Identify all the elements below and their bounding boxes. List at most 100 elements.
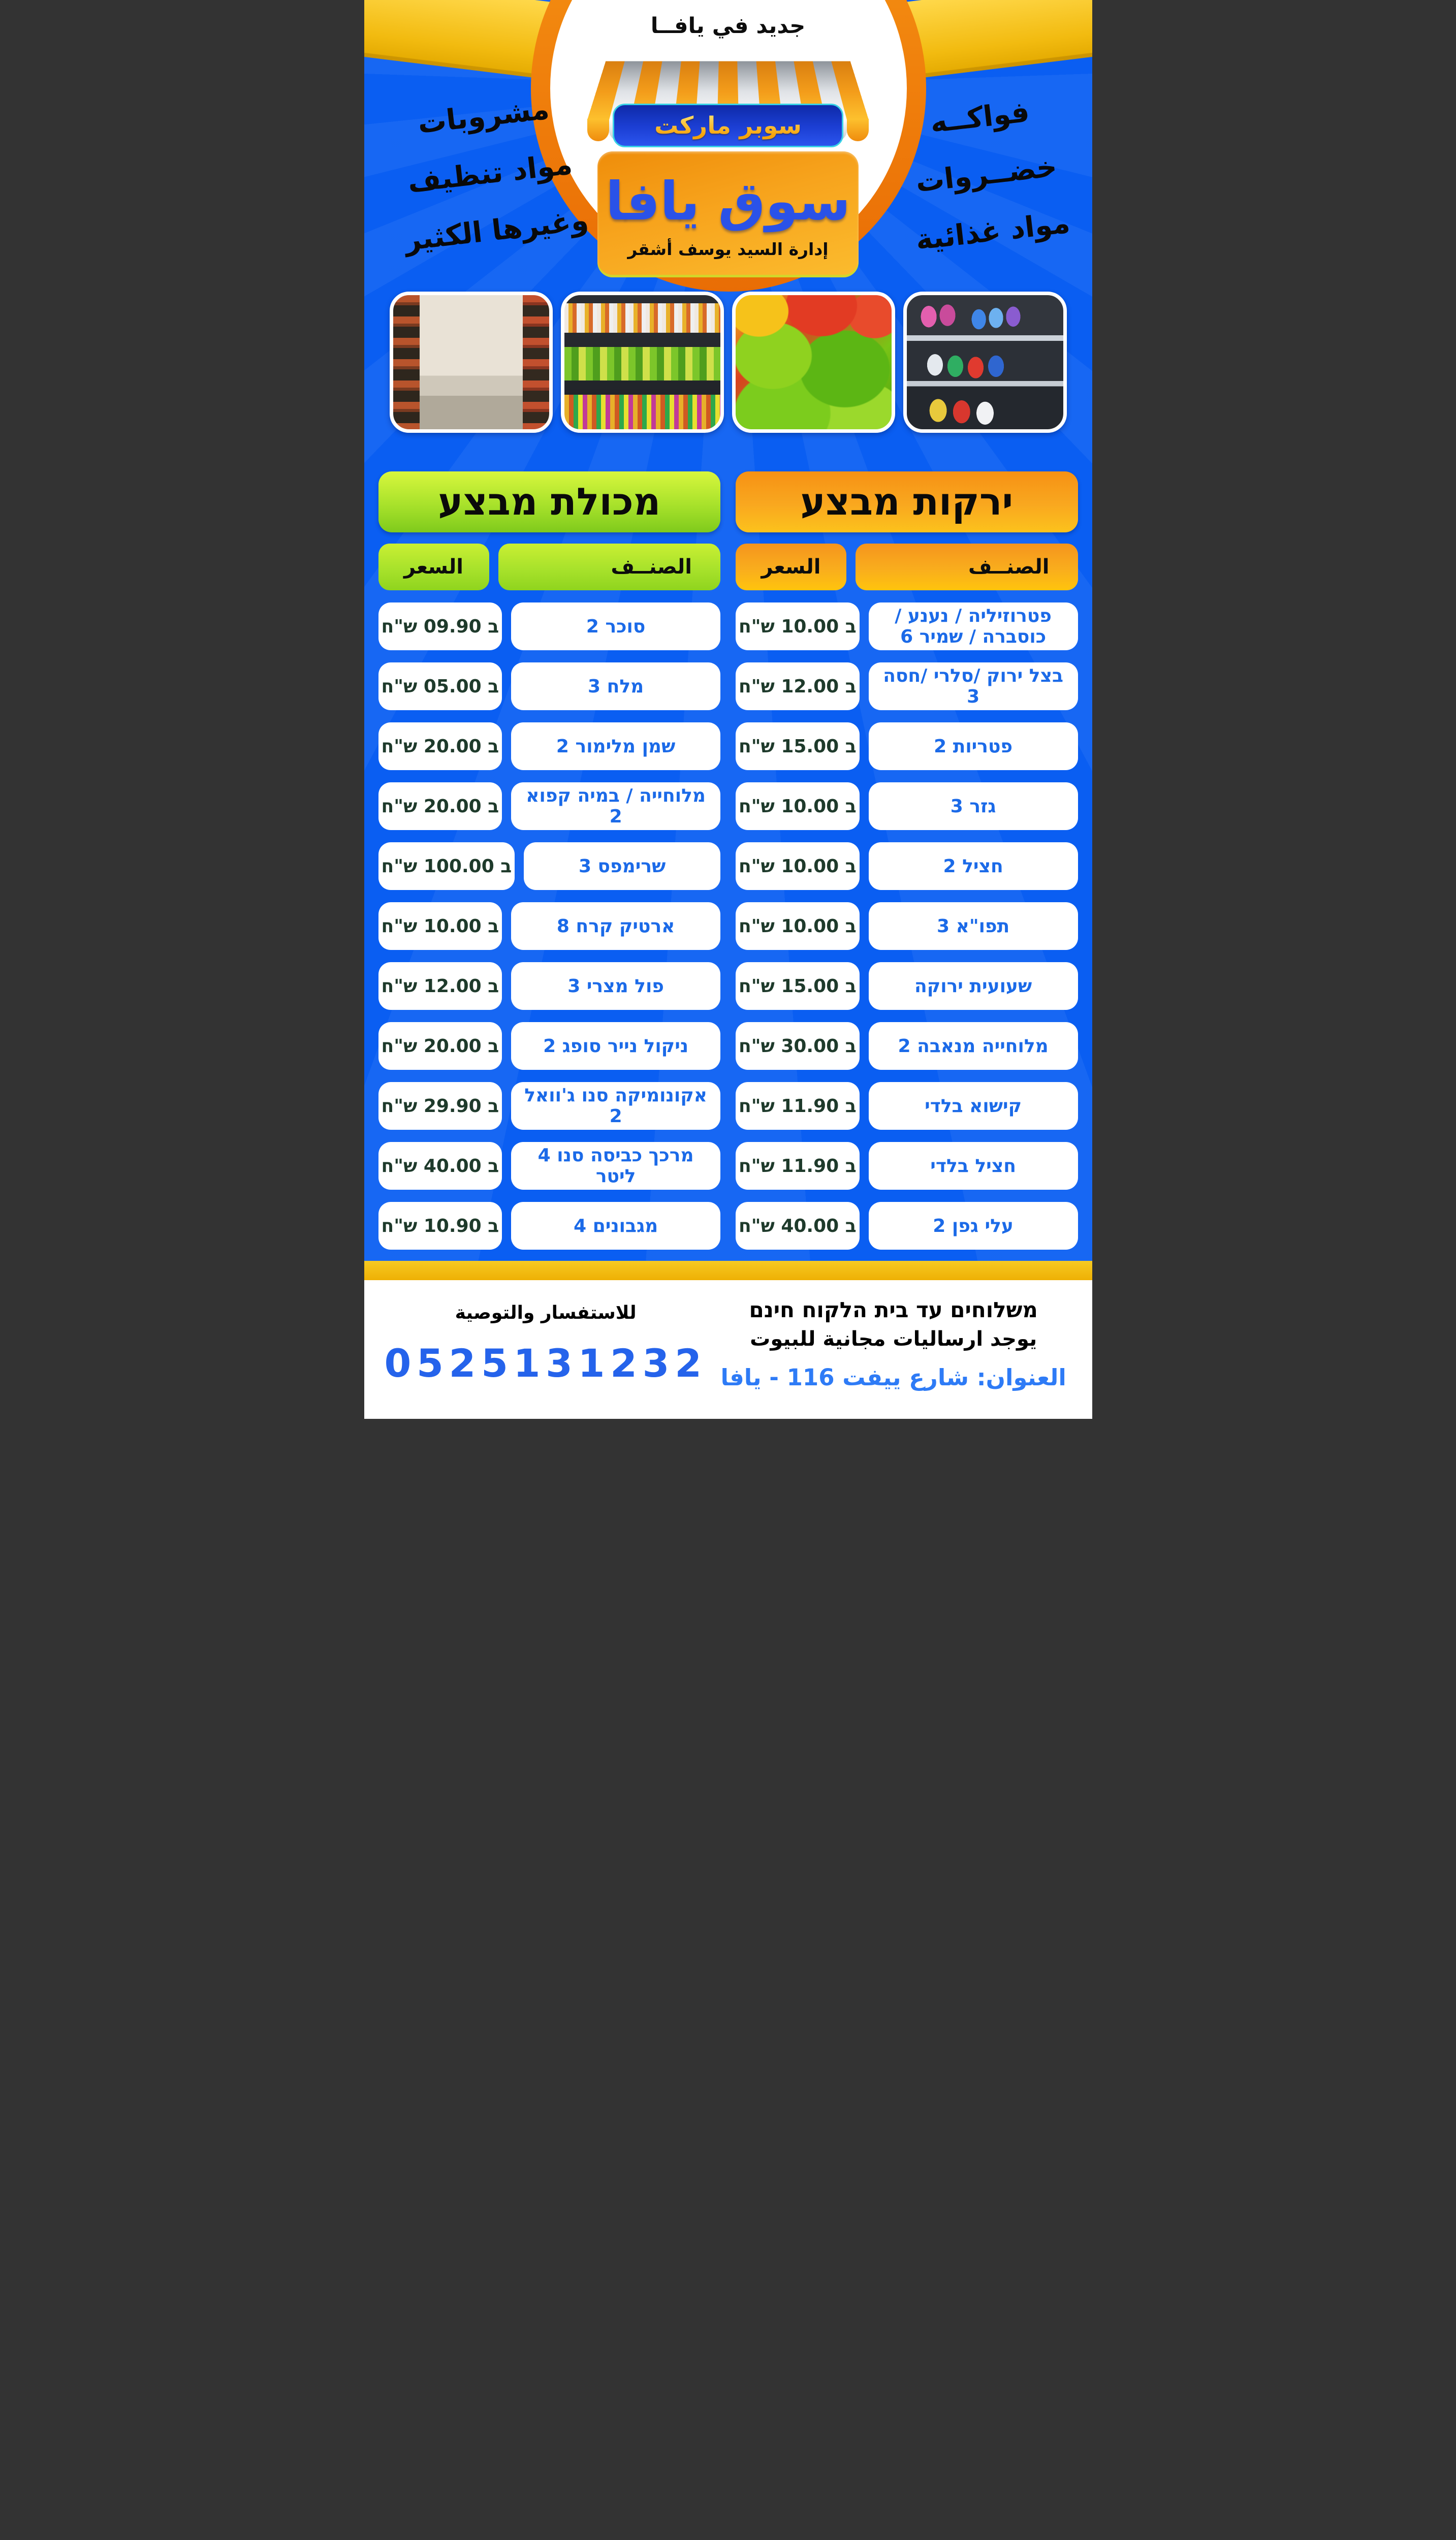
phone-number: 0525131232: [384, 1341, 707, 1386]
footer-yellow-bar: [364, 1261, 1092, 1280]
price-cell: ב 10.00 ש"ח: [378, 902, 502, 950]
item-cell: פול מצרי 3: [511, 962, 720, 1010]
item-cell: מלח 3: [511, 662, 720, 710]
store-name-panel: سوق يافا إدارة السيد يوسف أشقر: [597, 151, 859, 277]
item-column-header: الصنــف: [498, 544, 720, 590]
price-cell: ב 40.00 ש"ח: [736, 1202, 860, 1250]
table-row: סוכר 2 ב 09.90 ש"ח: [378, 602, 720, 650]
table-row: ניקול נייר סופג 2 ב 20.00 ש"ח: [378, 1022, 720, 1070]
price-column-header: السعر: [378, 544, 489, 590]
delivery-line: משלוחים עד בית הלקוח חינם: [749, 1297, 1038, 1322]
table-row: פטרוזיליה / נענע / כוסברה / שמיר 6 ב 10.…: [736, 602, 1078, 650]
supermarket-flyer: جديد في يافــا سوبر ماركت سوق يافا إدارة…: [364, 0, 1092, 1419]
footer-info-block: משלוחים עד בית הלקוח חינם يوجد ارساليات …: [715, 1297, 1072, 1419]
vegetables-table-title: ירקות מבצע: [736, 471, 1078, 532]
table-row: תפו"א 3 ב 10.00 ש"ח: [736, 902, 1078, 950]
vegetables-column-headers: الصنــف السعر: [736, 544, 1078, 590]
item-cell: שרימפס 3: [524, 842, 720, 890]
price-column-header: السعر: [736, 544, 846, 590]
item-cell: ניקול נייר סופג 2: [511, 1022, 720, 1070]
category-label: خضــروات: [913, 150, 1059, 199]
announcement-text: جديد في يافــا: [650, 13, 806, 39]
item-cell: סוכר 2: [511, 602, 720, 650]
table-row: מרכך כביסה סנו 4 ליטר ב 40.00 ש"ח: [378, 1142, 720, 1190]
free-delivery-line: يوجد ارساليات مجانية للبيوت: [750, 1327, 1037, 1351]
item-cell: תפו"א 3: [868, 902, 1078, 950]
cleaning-products-aisle-photo: [903, 292, 1067, 433]
table-row: שרימפס 3 ב 100.00 ש"ח: [378, 842, 720, 890]
table-row: פול מצרי 3 ב 12.00 ש"ח: [378, 962, 720, 1010]
management-line: إدارة السيد يوسف أشقر: [627, 239, 829, 259]
category-label: مواد غذائية: [913, 206, 1071, 257]
price-cell: ב 10.00 ש"ח: [736, 902, 860, 950]
grocery-table-title: מכולת מבצע: [378, 471, 720, 532]
item-cell: קישוא בלדי: [868, 1082, 1078, 1130]
price-cell: ב 15.00 ש"ח: [736, 962, 860, 1010]
table-row: חציל בלדי ב 11.90 ש"ח: [736, 1142, 1078, 1190]
price-cell: ב 30.00 ש"ח: [736, 1022, 860, 1070]
table-row: מלח 3 ב 05.00 ש"ח: [378, 662, 720, 710]
awning-scallop-orange: [587, 119, 609, 141]
market-type-label: سوبر ماركت: [654, 111, 802, 140]
item-cell: מרכך כביסה סנו 4 ליטר: [511, 1142, 720, 1190]
table-row: מלוחייה מנאבה 2 ב 30.00 ש"ח: [736, 1022, 1078, 1070]
footer-contact-block: للاستفسار والتوصية 0525131232: [385, 1297, 707, 1419]
table-row: אקונומיקה סנו ג'וואל 2 ב 29.90 ש"ח: [378, 1082, 720, 1130]
price-cell: ב 20.00 ש"ח: [378, 782, 502, 830]
item-cell: מגבונים 4: [511, 1202, 720, 1250]
item-cell: ארטיק קרח 8: [511, 902, 720, 950]
price-cell: ב 11.90 ש"ח: [736, 1082, 860, 1130]
price-cell: ב 10.00 ש"ח: [736, 782, 860, 830]
price-cell: ב 100.00 ש"ח: [378, 842, 515, 890]
category-list-right: فواكــه خضــروات مواد غذائية: [875, 89, 1092, 260]
price-cell: ב 10.00 ש"ח: [736, 602, 860, 650]
category-label: وغيرها الكثير: [402, 203, 590, 258]
vegetables-rows: פטרוזיליה / נענע / כוסברה / שמיר 6 ב 10.…: [736, 602, 1078, 1250]
grocery-aisle-photo: [389, 292, 553, 433]
item-cell: חציל בלדי: [868, 1142, 1078, 1190]
item-cell: עלי גפן 2: [868, 1202, 1078, 1250]
item-column-header: الصنــف: [856, 544, 1078, 590]
price-cell: ב 12.00 ש"ח: [736, 662, 860, 710]
table-row: עלי גפן 2 ב 40.00 ש"ח: [736, 1202, 1078, 1250]
price-cell: ב 05.00 ש"ח: [378, 662, 502, 710]
price-cell: ב 09.90 ש"ח: [378, 602, 502, 650]
item-cell: חציל 2: [868, 842, 1078, 890]
shelf-photos-strip: [389, 292, 1067, 433]
footer: משלוחים עד בית הלקוח חינם يوجد ارساليات …: [364, 1280, 1092, 1419]
category-label: مشروبات: [416, 92, 551, 141]
table-row: קישוא בלדי ב 11.90 ש"ח: [736, 1082, 1078, 1130]
awning-scallop-orange: [847, 119, 869, 141]
price-cell: ב 20.00 ש"ח: [378, 1022, 502, 1070]
table-row: שעועית ירוקה ב 15.00 ש"ח: [736, 962, 1078, 1010]
grocery-column-headers: الصنــف السعر: [378, 544, 720, 590]
store-name: سوق يافا: [606, 170, 850, 232]
inquiry-line: للاستفسار والتوصية: [455, 1303, 637, 1323]
table-row: ארטיק קרח 8 ב 10.00 ש"ח: [378, 902, 720, 950]
price-cell: ב 40.00 ש"ח: [378, 1142, 502, 1190]
price-cell: ב 20.00 ש"ח: [378, 722, 502, 770]
item-cell: גזר 3: [868, 782, 1078, 830]
table-row: פטריות 2 ב 15.00 ש"ח: [736, 722, 1078, 770]
item-cell: מלוחייה / במיה קפוא 2: [511, 782, 720, 830]
price-cell: ב 12.00 ש"ח: [378, 962, 502, 1010]
category-label: مواد تنظيف: [405, 147, 574, 200]
item-cell: שעועית ירוקה: [868, 962, 1078, 1010]
table-row: חציל 2 ב 10.00 ש"ח: [736, 842, 1078, 890]
item-cell: פטריות 2: [868, 722, 1078, 770]
price-cell: ב 10.00 ש"ח: [736, 842, 860, 890]
table-row: בצל ירוק /סלרי /חסה 3 ב 12.00 ש"ח: [736, 662, 1078, 710]
market-type-badge: سوبر ماركت: [613, 104, 843, 147]
item-cell: אקונומיקה סנו ג'וואל 2: [511, 1082, 720, 1130]
grocery-rows: סוכר 2 ב 09.90 ש"ח מלח 3 ב 05.00 ש"ח שמן…: [378, 602, 720, 1250]
item-cell: בצל ירוק /סלרי /חסה 3: [868, 662, 1078, 710]
price-cell: ב 11.90 ש"ח: [736, 1142, 860, 1190]
table-row: מגבונים 4 ב 10.90 ש"ח: [378, 1202, 720, 1250]
grocery-table: מכולת מבצע الصنــف السعر סוכר 2 ב 09.90 …: [378, 471, 720, 1250]
vegetables-table: ירקות מבצע الصنــف السعر פטרוזיליה / נענ…: [736, 471, 1078, 1250]
item-cell: מלוחייה מנאבה 2: [868, 1022, 1078, 1070]
bell-peppers-photo: [732, 292, 896, 433]
address-line: العنوان: شارع ييفت 116 - يافا: [720, 1364, 1066, 1391]
table-row: גזר 3 ב 10.00 ש"ח: [736, 782, 1078, 830]
price-cell: ב 29.90 ש"ח: [378, 1082, 502, 1130]
